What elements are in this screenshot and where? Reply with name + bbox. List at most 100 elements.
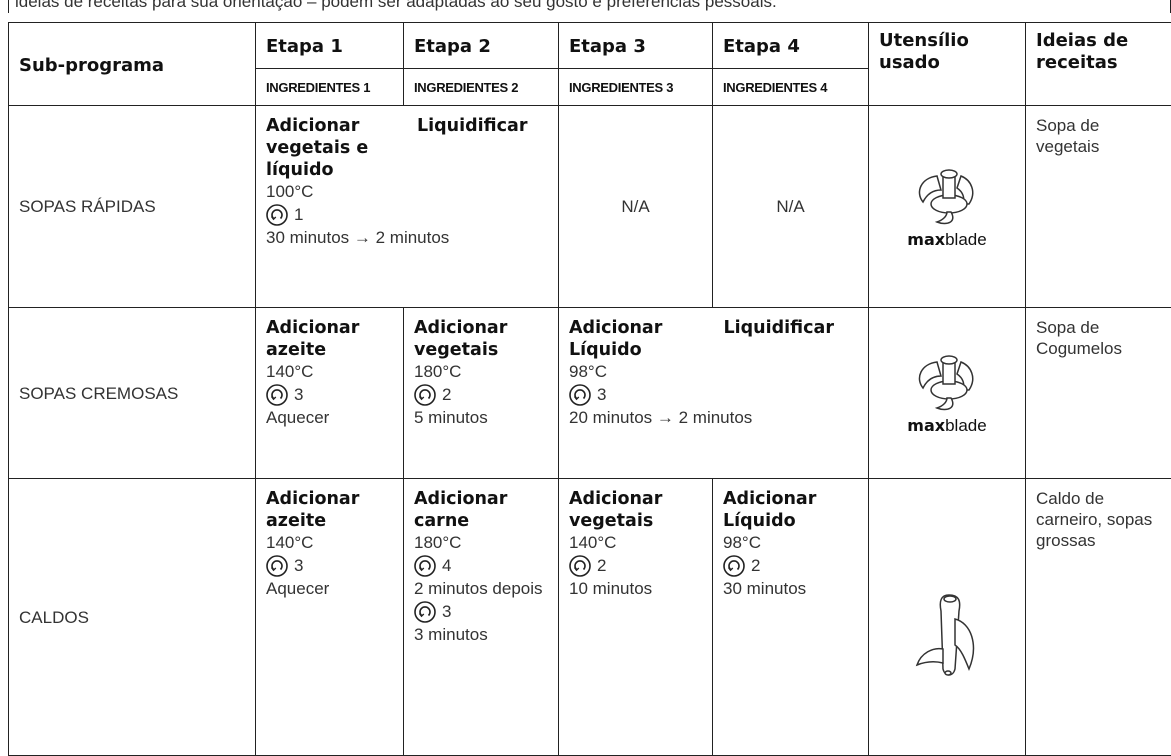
speed-icon xyxy=(266,204,288,226)
speed-value: 1 xyxy=(294,204,303,225)
header-cell: Utensílio usado xyxy=(869,23,1026,106)
speed-icon xyxy=(414,384,436,406)
subprogram-name: CALDOS xyxy=(9,479,256,756)
speed-line: 3 xyxy=(266,382,393,407)
speed-value: 4 xyxy=(442,555,451,576)
step-line: 30 minutos xyxy=(723,578,858,599)
speed-icon xyxy=(266,384,288,406)
speed-line: 3 xyxy=(414,599,548,624)
step-line: 180°C xyxy=(414,532,548,553)
tool-cell: maxblade xyxy=(869,308,1026,479)
step-line: 3 minutos xyxy=(414,624,548,645)
recipe-cell: Sopa de vegetais xyxy=(1026,106,1171,308)
step-title: Adicionar Líquido xyxy=(723,488,858,532)
subprogram-name: SOPAS CREMOSAS xyxy=(9,308,256,479)
speed-icon xyxy=(569,555,591,577)
step-title: Adicionar vegetais e líquido xyxy=(266,115,397,181)
kneader-icon xyxy=(909,589,985,681)
speed-line: 2 xyxy=(569,553,702,578)
step-line: Aquecer xyxy=(266,578,393,599)
step-line: 10 minutos xyxy=(569,578,702,599)
step-titles: Adicionar vegetais xyxy=(414,317,548,361)
speed-line: 2 xyxy=(723,553,858,578)
speed-value: 3 xyxy=(294,555,303,576)
speed-icon xyxy=(569,384,591,406)
speed-icon xyxy=(414,601,436,623)
step-line: 140°C xyxy=(569,532,702,553)
step-titles: Adicionar azeite xyxy=(266,317,393,361)
step-line: Aquecer xyxy=(266,407,393,428)
step-titles: Adicionar carne xyxy=(414,488,548,532)
speed-value: 2 xyxy=(597,555,606,576)
speed-line: 2 xyxy=(414,382,548,407)
step-line: 100°C xyxy=(266,181,548,202)
step-title: Liquidificar xyxy=(417,115,548,181)
intro-text: ideias de receitas para sua orientação –… xyxy=(8,0,1171,13)
subprogram-name: SOPAS RÁPIDAS xyxy=(9,106,256,308)
speed-line: 3 xyxy=(266,553,393,578)
step-line: 5 minutos xyxy=(414,407,548,428)
step-titles: Adicionar vegetais e líquido Liquidificar xyxy=(266,115,548,181)
step-titles: Adicionar Líquido Liquidificar xyxy=(569,317,858,361)
step-line: 2 minutos depois xyxy=(414,578,548,599)
blade-icon xyxy=(907,350,987,414)
speed-icon xyxy=(414,555,436,577)
step-line: 20 minutos → 2 minutos xyxy=(569,407,858,428)
speed-value: 2 xyxy=(751,555,760,576)
step-cell: Adicionar vegetais e líquido Liquidificar… xyxy=(256,106,559,308)
speed-icon xyxy=(266,555,288,577)
step-title: Adicionar carne xyxy=(414,488,548,532)
speed-value: 3 xyxy=(294,384,303,405)
tool-label: maxblade xyxy=(879,229,1015,250)
step-title: Adicionar Líquido xyxy=(569,317,704,361)
tool-label: maxblade xyxy=(879,415,1015,436)
step-line: 140°C xyxy=(266,361,393,382)
step-title: Adicionar azeite xyxy=(266,488,393,532)
tool-label-bold: max xyxy=(907,416,945,435)
step-titles: Adicionar azeite xyxy=(266,488,393,532)
speed-line: 1 xyxy=(266,202,548,227)
speed-value: 2 xyxy=(442,384,451,405)
header-cell: Etapa 4 xyxy=(713,23,869,69)
speed-value: 3 xyxy=(442,601,451,622)
step-line: 180°C xyxy=(414,361,548,382)
tool-label-rest: blade xyxy=(945,416,987,435)
na-cell: N/A xyxy=(713,106,869,308)
step-title: Adicionar azeite xyxy=(266,317,393,361)
header-cell: Etapa 1 xyxy=(256,23,404,69)
tool-cell: maxblade xyxy=(869,106,1026,308)
subheader-cell: INGREDIENTES 1 xyxy=(256,69,404,106)
speed-value: 3 xyxy=(597,384,606,405)
step-title: Liquidificar xyxy=(724,317,859,361)
step-title: Adicionar vegetais xyxy=(569,488,702,532)
header-cell: Sub-programa xyxy=(9,23,256,106)
step-line: 140°C xyxy=(266,532,393,553)
header-cell: Etapa 2 xyxy=(404,23,559,69)
tool-label-bold: max xyxy=(907,230,945,249)
step-titles: Adicionar Líquido xyxy=(723,488,858,532)
speed-icon xyxy=(723,555,745,577)
recipe-cell: Sopa de Cogumelos xyxy=(1026,308,1171,479)
step-line: 30 minutos → 2 minutos xyxy=(266,227,548,248)
step-line: 98°C xyxy=(723,532,858,553)
blade-icon xyxy=(907,164,987,228)
speed-line: 3 xyxy=(569,382,858,407)
subheader-cell: INGREDIENTES 2 xyxy=(404,69,559,106)
subheader-cell: INGREDIENTES 4 xyxy=(713,69,869,106)
step-title: Adicionar vegetais xyxy=(414,317,548,361)
header-cell: Ideias de receitas xyxy=(1026,23,1171,106)
